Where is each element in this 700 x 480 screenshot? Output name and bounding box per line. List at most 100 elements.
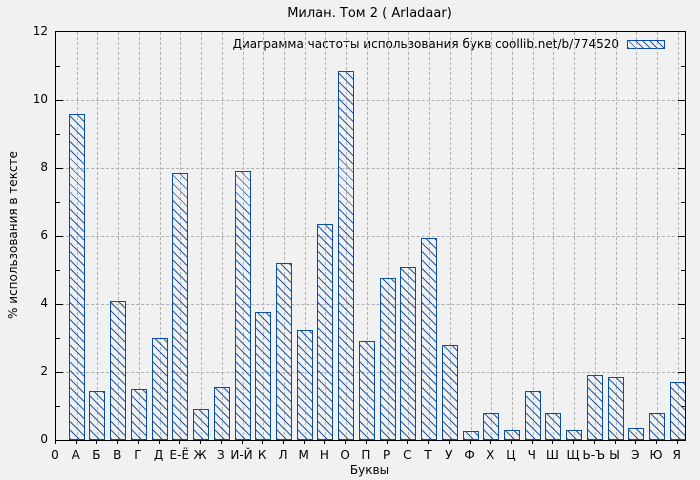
x-axis-tick [324, 440, 326, 444]
y-axis-tick [56, 168, 63, 169]
x-tick-label: Н [319, 448, 329, 462]
x-tick-label: П [361, 448, 371, 462]
v-gridline [263, 32, 265, 440]
x-axis-tick [262, 440, 264, 444]
x-tick-label: Т [424, 448, 432, 462]
x-axis-tick [96, 440, 98, 444]
x-axis-tick [200, 440, 202, 444]
x-axis-tick [303, 440, 305, 444]
x-axis-tick [158, 440, 160, 444]
h-gridline [56, 168, 685, 169]
v-gridline [366, 32, 368, 440]
x-axis-tick [220, 440, 222, 444]
y-axis-tick-mirror [678, 304, 685, 305]
x-axis-tick [75, 440, 77, 444]
y-axis-tick [56, 372, 63, 373]
y-axis-tick-labels: 0 2 4 6 8 10 12 [0, 0, 48, 480]
x-axis-tick [241, 440, 243, 444]
x-tick-label: Ш [545, 448, 559, 462]
y-tick-label: 0 [40, 432, 48, 446]
x-tick-label: Б [92, 448, 101, 462]
bar-М [296, 330, 313, 440]
v-gridline [636, 32, 638, 440]
v-gridline [97, 32, 99, 440]
v-gridline [221, 32, 223, 440]
x-tick-label: Д [153, 448, 164, 462]
bar-Ф [462, 431, 479, 440]
x-axis-tick [614, 440, 616, 444]
x-axis-tick [345, 440, 347, 444]
v-gridline [574, 32, 576, 440]
bar-Ц [503, 430, 520, 440]
x-tick-label: Е-Ё [169, 448, 190, 462]
bar-П [358, 341, 375, 440]
bar-Ь-Ъ [586, 375, 603, 440]
y-tick-label: 2 [40, 364, 48, 378]
legend-swatch [627, 40, 665, 49]
x-axis-tick [117, 440, 119, 444]
v-gridline [594, 32, 596, 440]
v-gridline [429, 32, 430, 440]
bar-Х [483, 413, 500, 440]
bar-Л [276, 263, 292, 440]
x-tick-label: Ю [649, 448, 663, 462]
x-tick-label: Ь-Ъ [582, 448, 606, 462]
x-axis-tick [573, 440, 575, 444]
bar-У [441, 345, 458, 440]
x-tick-label: 0 [51, 448, 59, 462]
v-gridline [387, 32, 389, 440]
bar-О [338, 71, 355, 440]
bar-З [213, 387, 230, 440]
v-gridline [201, 32, 203, 440]
y-axis-tick [56, 304, 63, 305]
bar-Р [379, 278, 396, 440]
x-axis-tick [137, 440, 139, 444]
bar-Э [628, 428, 645, 440]
bar-Ш [545, 413, 562, 440]
y-tick-label: 8 [40, 160, 48, 174]
x-tick-label: К [257, 448, 267, 462]
x-tick-label: С [403, 448, 412, 462]
y-axis-tick [56, 66, 60, 67]
v-gridline [615, 32, 617, 440]
v-gridline [657, 32, 658, 440]
bar-И-Й [234, 171, 251, 440]
legend: Диаграмма частоты использования букв coo… [233, 37, 665, 52]
v-gridline [118, 32, 120, 440]
y-axis-tick-mirror [681, 66, 685, 67]
h-gridline [56, 236, 685, 237]
bar-Ю [649, 413, 665, 440]
v-gridline [511, 32, 513, 440]
h-gridline [56, 304, 685, 305]
y-axis-tick [56, 270, 60, 271]
x-tick-label: И-Й [230, 448, 253, 462]
x-tick-label: Э [631, 448, 640, 462]
x-axis-tick [448, 440, 450, 444]
y-axis-tick-mirror [678, 236, 685, 237]
bar-Е-Ё [172, 173, 189, 440]
x-axis-tick [531, 440, 533, 444]
v-gridline [304, 32, 306, 440]
x-tick-label: Ы [609, 448, 620, 462]
y-axis-tick [56, 406, 60, 407]
y-axis-tick-mirror [681, 338, 685, 339]
y-axis-tick-mirror [681, 270, 685, 271]
bar-Т [421, 238, 437, 440]
v-gridline [408, 32, 410, 440]
h-gridline [56, 100, 685, 101]
v-gridline [138, 32, 140, 440]
bar-Ч [524, 391, 541, 440]
y-axis-tick-mirror [681, 134, 685, 135]
x-tick-label: В [113, 448, 122, 462]
y-axis-tick [56, 100, 63, 101]
x-axis-tick [593, 440, 595, 444]
x-tick-label: Ж [193, 448, 207, 462]
x-axis-tick [179, 440, 181, 444]
v-gridline [491, 32, 493, 440]
x-tick-label: О [340, 448, 350, 462]
y-axis-tick-mirror [681, 202, 685, 203]
x-axis-tick [407, 440, 409, 444]
x-tick-label: А [71, 448, 80, 462]
y-axis-tick [56, 236, 63, 237]
x-tick-label: Ц [506, 448, 516, 462]
